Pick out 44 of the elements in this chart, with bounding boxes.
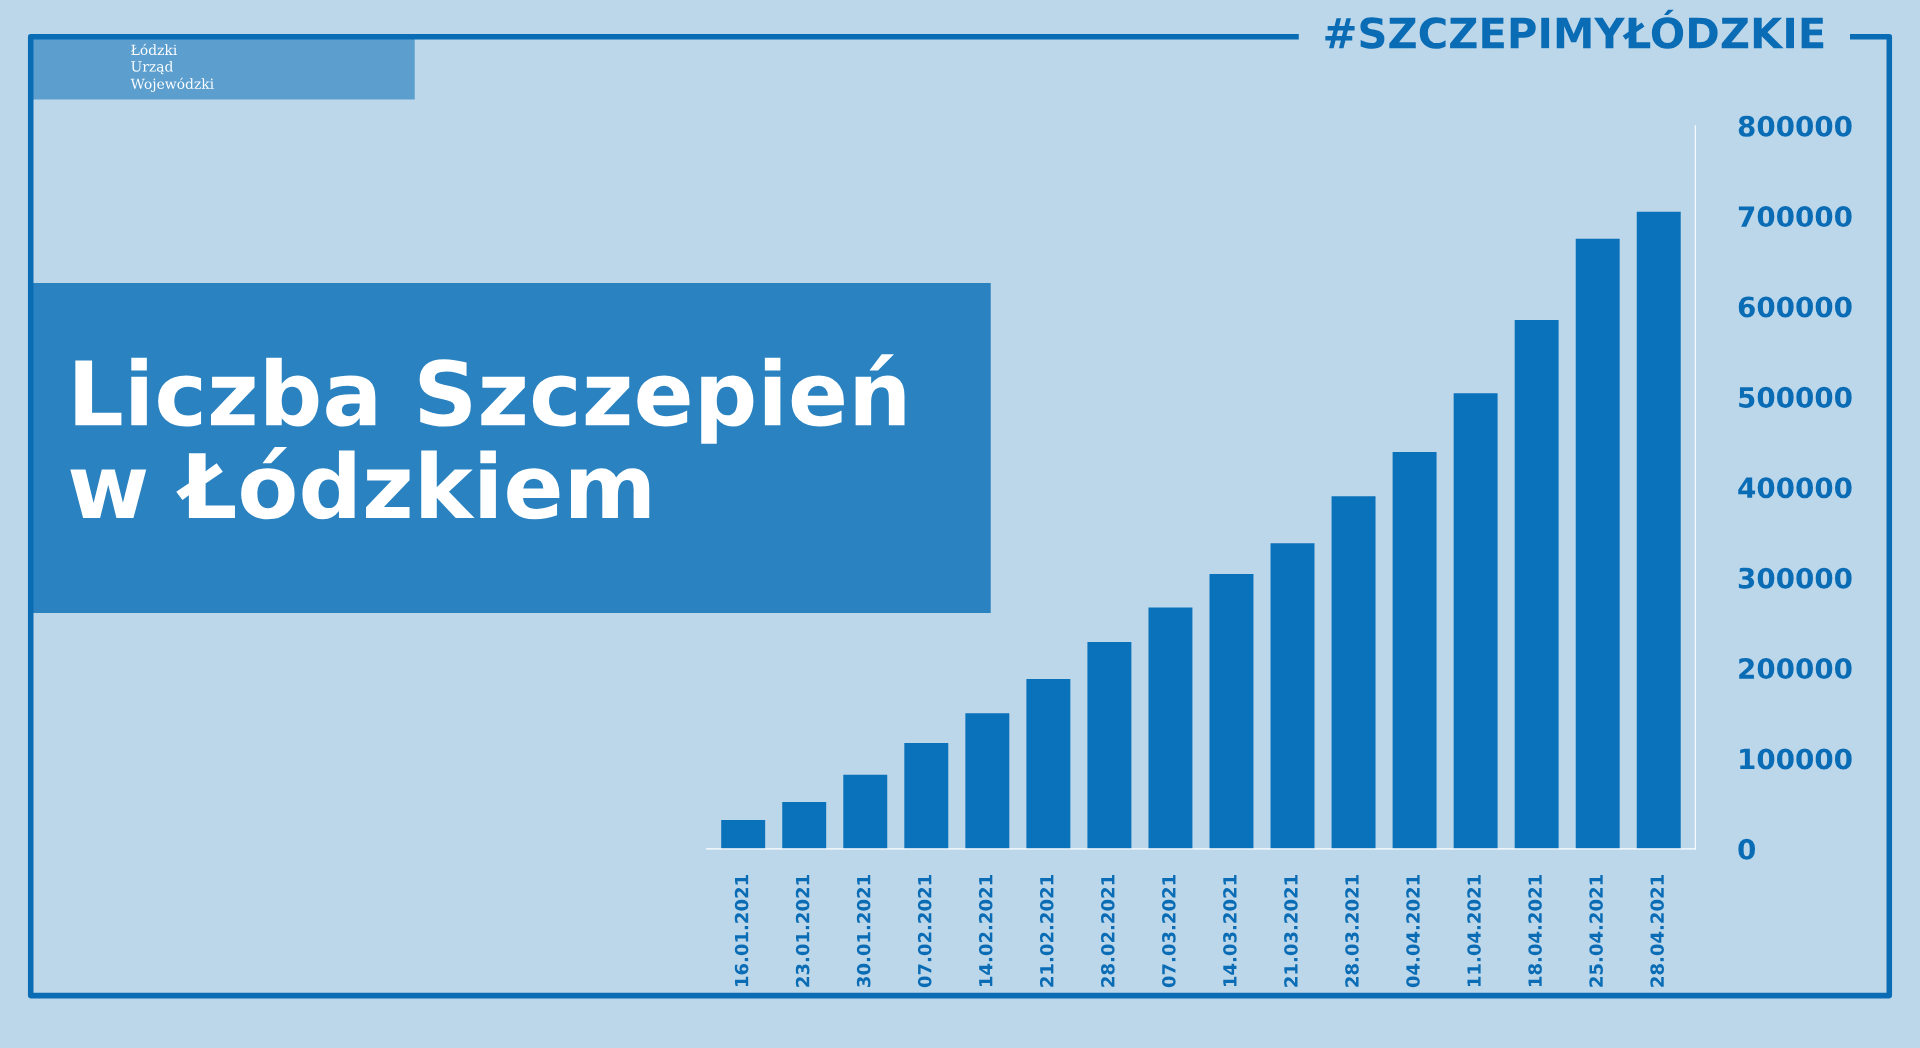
x-tick-label: 28.02.2021: [1100, 875, 1115, 987]
y-tick-label: 300000: [1738, 567, 1852, 589]
x-tick-label: 30.01.2021: [856, 875, 871, 987]
y-tick-label: 0: [1738, 838, 1756, 860]
bar: [1209, 574, 1254, 849]
x-tick-label: 28.04.2021: [1650, 875, 1664, 987]
bar: [1514, 320, 1559, 849]
x-tick-label: 11.04.2021: [1467, 875, 1481, 987]
x-tick-label: 16.01.2021: [734, 875, 749, 987]
x-tick-label: 04.04.2021: [1406, 875, 1420, 988]
bar: [1087, 641, 1132, 849]
y-tick-label: 500000: [1739, 386, 1852, 408]
text: Łódzki Urząd Wojewódzki: [130, 43, 214, 92]
bar: [1148, 607, 1193, 849]
x-tick-label: 23.01.2021: [795, 875, 810, 987]
text: Liczba Szczepień w Łódzkiem: [70, 354, 905, 520]
y-tick-label: 800000: [1738, 115, 1852, 137]
x-tick-label: 14.02.2021: [978, 875, 993, 987]
y-tick-label: 100000: [1740, 748, 1852, 770]
bar: [1453, 393, 1498, 849]
x-tick-label: 07.03.2021: [1162, 875, 1176, 988]
y-tick-label: 600000: [1738, 296, 1852, 318]
x-tick-label: 28.03.2021: [1345, 875, 1359, 987]
x-tick-label: 18.04.2021: [1528, 875, 1542, 987]
y-tick-label: 400000: [1738, 477, 1852, 499]
x-tick-label: 21.03.2021: [1284, 875, 1298, 987]
bar: [965, 713, 1010, 849]
y-tick-label: 700000: [1738, 206, 1852, 228]
text: #SZCZEPIMYŁÓDZKIE: [1325, 9, 1824, 49]
bar: [1575, 238, 1620, 849]
bar: [1392, 452, 1437, 849]
x-tick-label: 21.02.2021: [1039, 875, 1054, 987]
bar: [782, 801, 827, 849]
x-tick-label: 07.02.2021: [917, 875, 932, 988]
bar: [1270, 543, 1315, 849]
bar: [843, 774, 888, 849]
bar: [1026, 678, 1071, 849]
bar: [904, 743, 949, 849]
bar: [721, 819, 766, 849]
bar: [1636, 211, 1681, 849]
y-tick-label: 200000: [1739, 658, 1852, 680]
x-tick-label: 25.04.2021: [1589, 875, 1603, 987]
bar: [1331, 496, 1376, 849]
x-tick-label: 14.03.2021: [1223, 875, 1237, 987]
